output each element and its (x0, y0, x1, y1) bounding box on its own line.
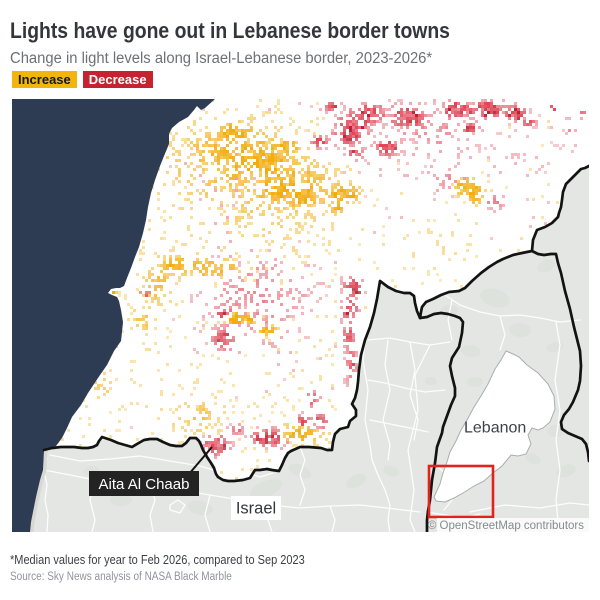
legend: Increase Decrease (12, 71, 153, 88)
sea (12, 99, 215, 532)
inset-lebanon-shape (433, 350, 556, 503)
border-line-south (42, 279, 422, 483)
source-line: Source: Sky News analysis of NASA Black … (10, 571, 232, 583)
border-line-northeast (530, 164, 589, 253)
country-label: Israel (236, 500, 276, 518)
inset-country-label: Lebanon (464, 420, 526, 437)
page-subtitle: Change in light levels along Israel-Leba… (10, 50, 433, 67)
town-label-leader (188, 446, 213, 475)
legend-increase: Increase (12, 71, 77, 88)
borders (42, 164, 589, 532)
border-line-golan (530, 249, 589, 463)
page-title: Lights have gone out in Lebanese border … (10, 18, 450, 43)
attribution-bg (437, 518, 589, 532)
town-label: Aita Al Chaab (99, 476, 190, 493)
light-change-raster (44, 99, 589, 481)
attribution: © OpenStreetMap contributors (428, 520, 584, 532)
inset-highlight-rect (427, 464, 495, 519)
footnote: *Median values for year to Feb 2026, com… (10, 553, 305, 567)
map-labels: Aita Al Chaab Israel (89, 446, 281, 520)
town-label-box (89, 471, 199, 496)
border-line-east (418, 249, 534, 532)
legend-decrease: Decrease (82, 71, 153, 88)
map: Lebanon © OpenStreetMap contributors Ait… (12, 99, 589, 532)
country-label-box (231, 496, 281, 520)
inset-map: Lebanon © OpenStreetMap contributors (427, 350, 589, 532)
lebanon-area (44, 99, 589, 481)
